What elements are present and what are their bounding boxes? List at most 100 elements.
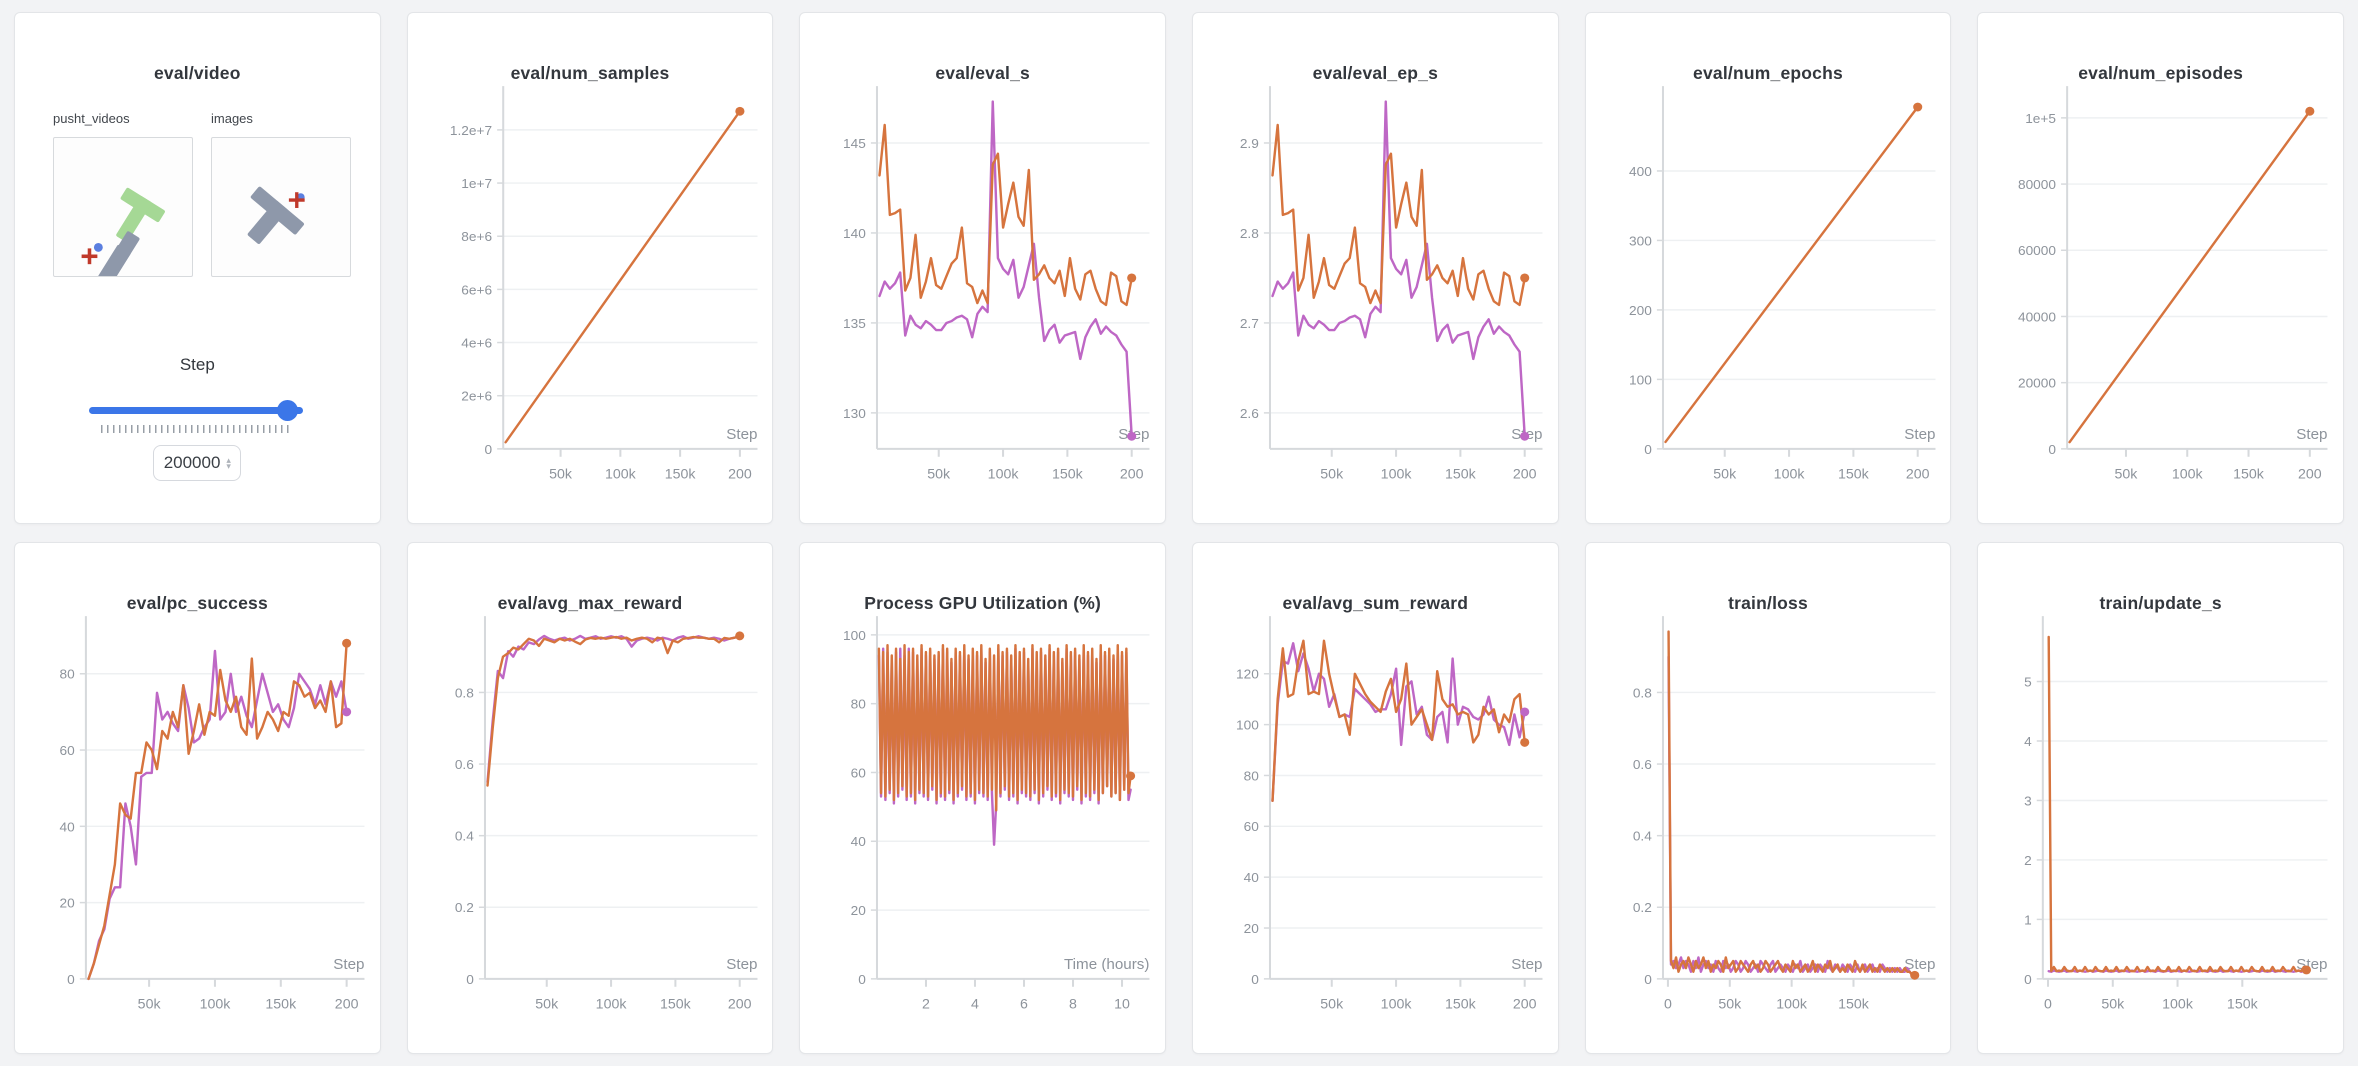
svg-text:150k: 150k [1445, 466, 1477, 482]
panel-gpu-utilization: Process GPU Utilization (%) 0 20 40 60 80 100… [799, 542, 1166, 1054]
svg-text:20: 20 [851, 903, 866, 918]
svg-text:100k: 100k [1776, 996, 1808, 1012]
line-chart[interactable]: 0 100 200 300 400 50k 100k 150k 200 Step [1586, 13, 1951, 523]
svg-text:2: 2 [2024, 853, 2032, 868]
target-cross [288, 192, 305, 208]
svg-text:1e+5: 1e+5 [2026, 111, 2057, 126]
line-chart[interactable]: 0 2e+6 4e+6 6e+6 8e+6 1e+7 1.2e+7 50k 100k 150k 20… [408, 13, 773, 523]
step-down-icon[interactable]: ▾ [226, 461, 231, 471]
step-slider-ticks [101, 425, 293, 433]
panel-eval-eval-ep-s: eval/eval_ep_s 2.6 2.7 2.8 2.9 50k 100k 150k 20… [1191, 12, 1559, 524]
svg-text:60000: 60000 [2018, 243, 2056, 258]
media-label-images: images [211, 111, 253, 126]
svg-text:50k: 50k [535, 996, 559, 1012]
line-chart[interactable]: 0 20 40 60 80 50k 100k 150k 200 Step [15, 543, 380, 1053]
svg-text:2.9: 2.9 [1240, 136, 1259, 151]
svg-text:200: 200 [2298, 466, 2322, 482]
chart-title: eval/num_episodes [2078, 63, 2244, 83]
svg-text:50k: 50k [1718, 996, 1742, 1012]
svg-text:150k: 150k [265, 996, 297, 1012]
stepper-arrows[interactable]: ▴ ▾ [226, 455, 231, 471]
line-chart[interactable]: 0 20 40 60 80 100 120 50k 100k 150k 200 Step [1193, 543, 1558, 1053]
svg-text:0: 0 [1644, 972, 1652, 987]
svg-text:100k: 100k [595, 996, 627, 1012]
chart-title: train/loss [1728, 593, 1808, 613]
line-chart[interactable]: 0 0.2 0.4 0.6 0.8 0 50k 100k 150k Step [1586, 543, 1951, 1053]
svg-text:0.6: 0.6 [1632, 757, 1651, 772]
panel-eval-pc-success: eval/pc_success 0 20 40 60 80 50k 100k 150k 200 S… [14, 542, 381, 1054]
svg-text:20: 20 [60, 896, 75, 911]
svg-text:1.2e+7: 1.2e+7 [450, 123, 492, 138]
svg-text:100k: 100k [605, 466, 637, 482]
image-thumbnail[interactable] [211, 137, 351, 277]
svg-text:150k: 150k [1838, 996, 1870, 1012]
gray-t-block [97, 231, 140, 276]
svg-text:6: 6 [1020, 996, 1028, 1012]
svg-text:60: 60 [1244, 819, 1259, 834]
line-chart[interactable]: 0 0.2 0.4 0.6 0.8 50k 100k 150k 200 Step [408, 543, 773, 1053]
svg-text:8: 8 [1069, 996, 1077, 1012]
images-scene-thumbnail [247, 186, 305, 244]
svg-text:40: 40 [1244, 870, 1259, 885]
svg-text:Step: Step [726, 956, 757, 973]
svg-text:4: 4 [971, 996, 979, 1012]
line-chart[interactable]: 0 20 40 60 80 100 2 4 6 8 10 Time (hours) [800, 543, 1165, 1053]
step-slider-thumb[interactable] [277, 400, 299, 421]
svg-text:0.2: 0.2 [454, 900, 473, 915]
svg-text:0.4: 0.4 [1632, 829, 1651, 844]
svg-text:150k: 150k [660, 996, 692, 1012]
svg-text:0: 0 [2044, 996, 2052, 1012]
svg-text:40: 40 [851, 834, 866, 849]
step-slider[interactable] [89, 399, 303, 423]
step-up-icon[interactable]: ▴ [226, 455, 231, 465]
svg-text:200: 200 [335, 996, 359, 1012]
step-slider-track[interactable] [89, 407, 303, 414]
svg-text:50k: 50k [138, 996, 162, 1012]
svg-text:Step: Step [1904, 426, 1935, 443]
line-chart[interactable]: 0 20000 40000 60000 80000 1e+5 50k 100k 150k 200 S… [1978, 13, 2343, 523]
svg-text:200: 200 [1906, 466, 1930, 482]
svg-text:60: 60 [60, 743, 75, 758]
svg-text:145: 145 [843, 136, 866, 151]
line-chart[interactable]: 13013514014550k100k150k200Step [800, 13, 1165, 523]
svg-text:0: 0 [2049, 442, 2057, 457]
svg-text:200: 200 [728, 466, 752, 482]
video-thumbnail-pusht[interactable] [53, 137, 193, 277]
line-chart[interactable]: 2.62.72.82.950k100k150k200Step [1193, 13, 1558, 523]
svg-text:3: 3 [2024, 794, 2032, 809]
svg-text:100k: 100k [1773, 466, 1805, 482]
svg-text:120: 120 [1236, 667, 1259, 682]
svg-text:0: 0 [1664, 996, 1672, 1012]
gray-t-block [247, 186, 304, 244]
svg-text:200: 200 [1629, 303, 1652, 318]
chart-title: eval/avg_max_reward [497, 593, 683, 613]
svg-text:200: 200 [1120, 466, 1144, 482]
svg-text:100: 100 [1236, 718, 1259, 733]
svg-text:0.6: 0.6 [454, 757, 473, 772]
svg-text:Step: Step [726, 426, 757, 443]
chart-title: eval/pc_success [126, 593, 268, 613]
svg-text:0.2: 0.2 [1632, 900, 1651, 915]
panel-eval-eval-s: eval/eval_s 13013514014550k100k150k200St… [799, 12, 1166, 524]
svg-text:100: 100 [1629, 372, 1652, 387]
panel-train-loss: train/loss 0 0.2 0.4 0.6 0.8 0 50k 100k 150k Step [1584, 542, 1952, 1054]
chart-title: eval/num_samples [510, 63, 670, 83]
svg-text:80000: 80000 [2018, 177, 2056, 192]
pusht-scene-thumbnail [81, 187, 165, 276]
svg-text:150k: 150k [664, 466, 696, 482]
svg-text:0: 0 [1251, 972, 1259, 987]
svg-text:0.4: 0.4 [454, 829, 473, 844]
svg-text:0.8: 0.8 [454, 686, 473, 701]
svg-text:1e+7: 1e+7 [461, 176, 492, 191]
svg-text:100: 100 [843, 628, 866, 643]
svg-text:150k: 150k [2233, 466, 2265, 482]
svg-text:2.6: 2.6 [1240, 406, 1259, 421]
step-value[interactable]: 200000 [163, 453, 221, 472]
svg-text:135: 135 [843, 316, 866, 331]
svg-text:6e+6: 6e+6 [461, 282, 492, 297]
svg-text:150k: 150k [1052, 466, 1084, 482]
line-chart[interactable]: 0 1 2 3 4 5 0 50k 100k 150k Step [1978, 543, 2343, 1053]
step-number-input[interactable]: 200000 ▴ ▾ [153, 445, 242, 481]
panel-eval-video: eval/video pusht_videos images [14, 12, 381, 524]
